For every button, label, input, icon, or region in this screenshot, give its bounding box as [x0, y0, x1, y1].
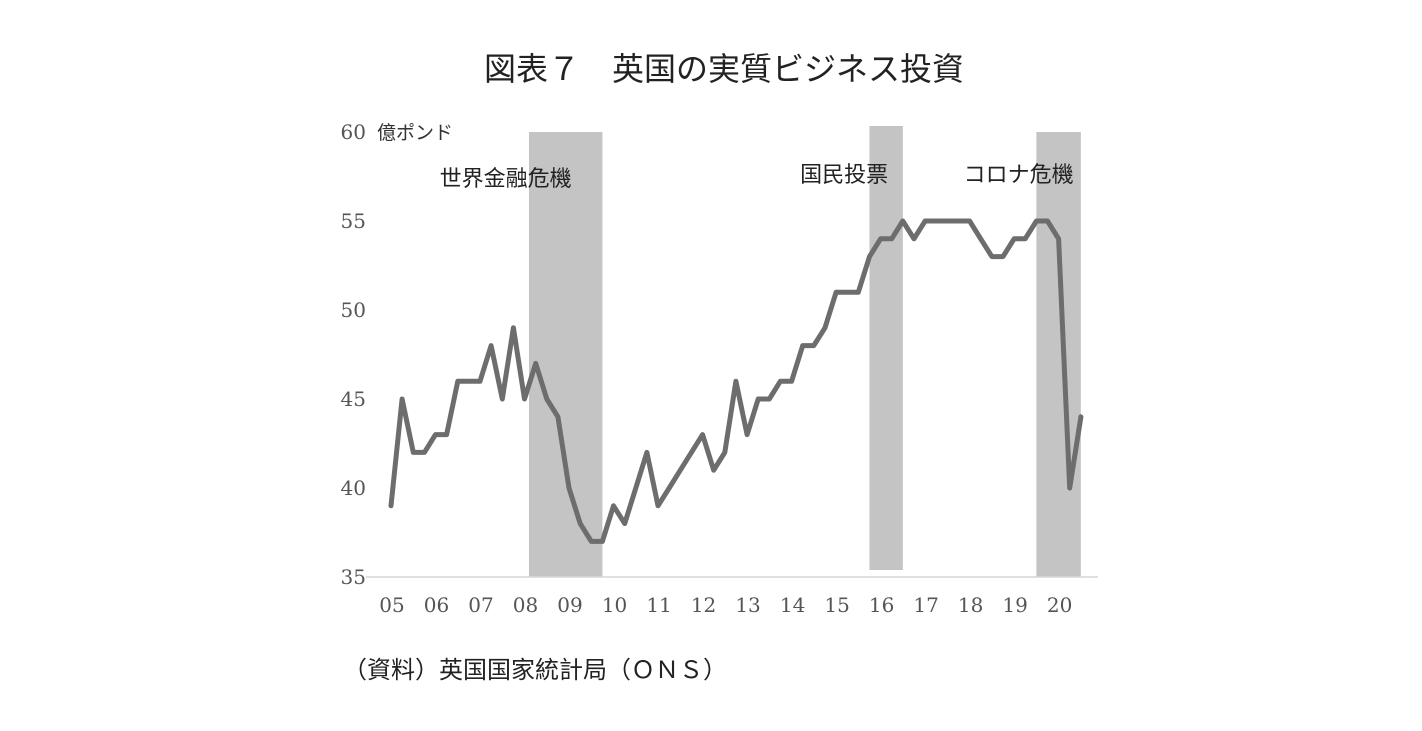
shaded-period-band: [869, 126, 903, 570]
x-tick-label: 17: [913, 593, 938, 617]
x-tick-label: 18: [958, 593, 983, 617]
y-tick-label: 35: [341, 565, 366, 589]
x-tick-label: 13: [735, 593, 760, 617]
x-tick-label: 09: [557, 593, 582, 617]
shaded-period-label: コロナ危機: [964, 163, 1074, 188]
y-axis: 35 40 45 50 55 60: [341, 120, 366, 589]
y-tick-label: 45: [341, 387, 366, 411]
x-tick-label: 08: [513, 593, 538, 617]
x-tick-label: 16: [869, 593, 894, 617]
y-tick-label: 40: [341, 476, 366, 500]
y-unit-label: 億ポンド: [377, 122, 453, 144]
x-tick-label: 15: [824, 593, 849, 617]
investment-line: [388, 218, 1084, 544]
x-axis: 05 06 07 08 09 10 11 12 13 14 15 16 17 18 19 20: [379, 593, 1072, 617]
shaded-periods: [528, 126, 1081, 577]
y-tick-label: 55: [341, 209, 366, 233]
x-tick-label: 05: [379, 593, 404, 617]
chart-title: 図表７ 英国の実質ビジネス投資: [484, 50, 964, 88]
y-tick-label: 60: [341, 120, 366, 144]
shaded-period-band: [528, 132, 603, 577]
x-tick-label: 10: [602, 593, 627, 617]
shaded-period-labels: 世界金融危機 国民投票 コロナ危機: [440, 163, 1074, 192]
y-tick-label: 50: [341, 298, 366, 322]
x-tick-label: 12: [691, 593, 716, 617]
source-note: （資料）英国国家統計局（ＯＮＳ）: [343, 656, 727, 684]
x-tick-label: 14: [780, 593, 805, 617]
shaded-period-band: [1036, 132, 1081, 577]
x-tick-label: 07: [468, 593, 493, 617]
x-tick-label: 20: [1047, 593, 1072, 617]
shaded-period-label: 国民投票: [800, 163, 888, 188]
shaded-period-label: 世界金融危機: [440, 167, 572, 192]
x-tick-label: 11: [646, 593, 671, 617]
x-tick-label: 06: [424, 593, 449, 617]
x-tick-label: 19: [1002, 593, 1027, 617]
series-layer: [388, 218, 1084, 544]
